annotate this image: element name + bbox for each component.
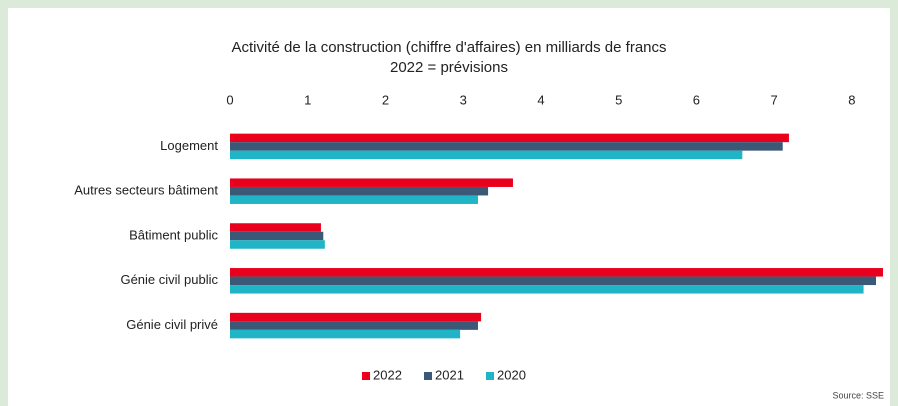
legend-swatch: [424, 372, 432, 380]
legend-swatch: [362, 372, 370, 380]
bar: [230, 178, 513, 187]
x-tick-label: 1: [304, 92, 311, 107]
bar: [230, 276, 877, 286]
bar: [230, 142, 783, 151]
x-tick-label: 3: [460, 92, 467, 107]
y-tick-label: Autres secteurs bâtiment: [74, 183, 218, 198]
bar: [230, 268, 883, 277]
legend-label: 2022: [373, 367, 402, 382]
legend-label: 2021: [435, 367, 464, 382]
y-tick-label: Logement: [160, 138, 218, 153]
x-tick-label: 8: [848, 92, 855, 107]
x-tick-label: 0: [226, 92, 233, 107]
bar: [230, 195, 478, 204]
bar: [230, 285, 864, 294]
legend-label: 2020: [497, 367, 526, 382]
bar: [230, 223, 321, 232]
bar: [230, 321, 478, 330]
chart-subtitle: 2022 = prévisions: [390, 59, 508, 76]
bar: [230, 133, 789, 143]
y-tick-label: Génie civil public: [120, 272, 218, 287]
y-tick-label: Bâtiment public: [129, 227, 218, 242]
x-tick-label: 5: [615, 92, 622, 107]
bar: [230, 150, 743, 160]
x-tick-label: 2: [382, 92, 389, 107]
legend-swatch: [486, 372, 494, 380]
source: Source: SSE: [832, 390, 884, 400]
chart-title: Activité de la construction (chiffre d'a…: [232, 39, 667, 56]
x-tick-label: 4: [537, 92, 544, 107]
bar: [230, 240, 325, 249]
bar: [230, 329, 461, 339]
chart-background: [8, 8, 890, 406]
x-tick-label: 7: [771, 92, 778, 107]
bar: [230, 312, 482, 322]
x-tick-label: 6: [693, 92, 700, 107]
bar: [230, 186, 489, 196]
bar: [230, 231, 324, 241]
y-tick-label: Génie civil privé: [126, 317, 218, 332]
